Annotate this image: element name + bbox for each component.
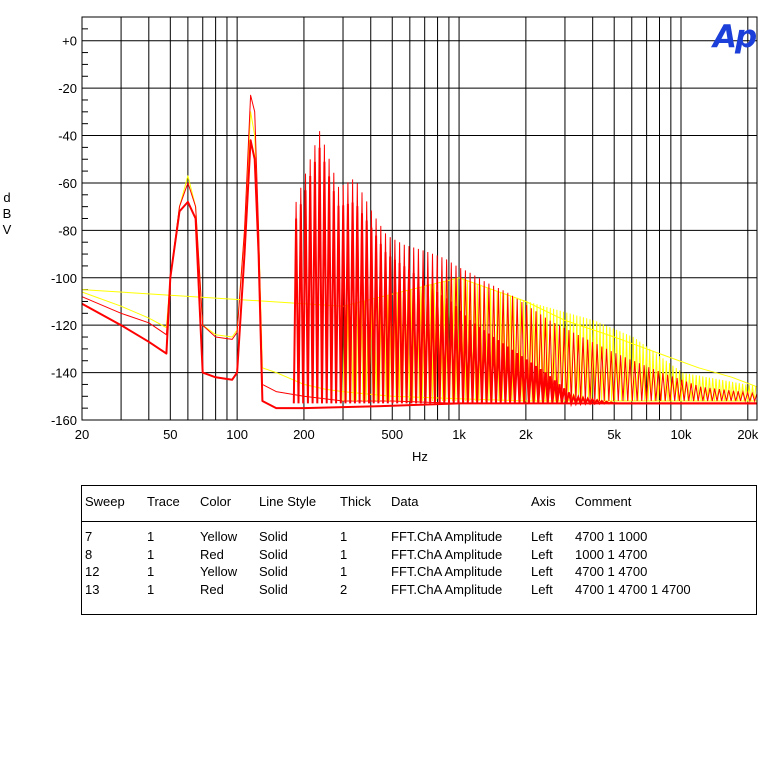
legend-header-data: Data [391,494,419,509]
y-axis-label-b: B [2,206,12,221]
legend-cell: FFT.ChA Amplitude [391,581,503,597]
legend-cell: 1 [340,564,348,579]
y-tick-label: -140 [51,366,77,381]
y-axis-label-v: V [2,222,12,237]
legend-header-color: Color [200,494,232,509]
y-tick-label: -60 [58,176,77,191]
y-tick-label: -80 [58,223,77,238]
legend-cell: 1 [147,546,155,562]
legend-cell: Left [531,564,553,579]
legend-cell: FFT.ChA Amplitude [391,564,503,579]
legend-header-sweep: Sweep [85,494,125,509]
legend-cell: 4700 1 4700 [575,564,648,579]
y-axis-label: d B V [0,190,14,238]
x-tick-label: 100 [226,427,248,442]
legend-cell: 7 [85,529,93,544]
graph-panel: +0 -20 -40 -60 -80 -100 -120 -140 -160 20 50 100 200… [0,16,759,615]
legend-cell: Yellow [200,564,238,579]
y-axis-label-d: d [3,190,11,205]
x-tick-label: 5k [607,427,621,442]
legend-cell: 1 [147,529,155,544]
legend-cell: 1 [340,529,348,544]
ap-logo: Ap [710,19,756,55]
legend-cell: FFT.ChA Amplitude [391,546,503,562]
x-tick-label: 500 [381,427,403,442]
legend-header-line-style: Line Style [259,494,317,509]
y-tick-label: -120 [51,318,77,333]
legend-cell: Red [200,546,224,562]
legend-cell: Solid [259,529,288,544]
legend-cell: 1 [340,546,348,562]
legend-cell: 4700 1 1000 [575,529,648,544]
legend-cell: Left [531,546,553,562]
harmonic-comb-3 [292,147,757,408]
legend-header-row: Sweep Trace Color Line Style Thick Data Axis Co… [82,486,756,522]
x-tick-label: 200 [293,427,315,442]
y-tick-label: -100 [51,271,77,286]
x-tick-label: 20 [75,427,89,442]
x-tick-label: 10k [671,427,692,442]
legend-cell: Yellow [200,529,238,544]
y-tick-label: -20 [58,81,77,96]
legend-cell: 1000 1 4700 [575,546,648,562]
legend-cell: Solid [259,564,288,579]
x-tick-label: 20k [737,427,758,442]
legend-table: Sweep Trace Color Line Style Thick Data Axis Co… [81,485,757,615]
legend-cell: Solid [259,546,288,562]
legend-cell: 8 [85,546,93,562]
legend-cell: 13 [85,581,100,597]
legend-cell: Solid [259,581,288,597]
legend-header-comment: Comment [575,494,632,509]
x-tick-label: 2k [519,427,533,442]
legend-cell: Left [531,581,553,597]
legend-cell: 12 [85,564,100,579]
x-axis-label: Hz [412,449,428,464]
legend-cell: FFT.ChA Amplitude [391,529,503,544]
y-tick-label: +0 [62,34,77,49]
legend-header-thick: Thick [340,494,372,509]
legend-cell: Left [531,529,553,544]
legend-cell: 4700 1 4700 1 4700 [575,581,691,597]
y-tick-label: -160 [51,413,77,428]
legend-header-trace: Trace [147,494,180,509]
y-tick-label: -40 [58,129,77,144]
legend-header-axis: Axis [531,494,556,509]
legend-cell: 1 [147,564,155,579]
legend-cell: Red [200,581,224,597]
plot-frame [81,16,758,421]
legend-cell: 2 [340,581,348,597]
legend-cell: 1 [147,581,155,597]
x-tick-label: 1k [452,427,466,442]
x-tick-label: 50 [163,427,177,442]
